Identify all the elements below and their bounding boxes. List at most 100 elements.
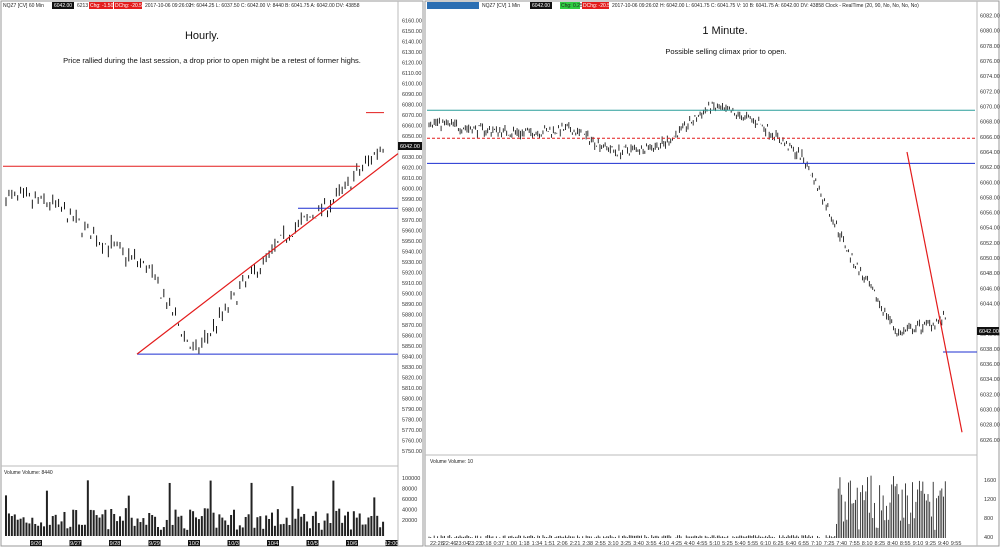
right-volume-bar — [711, 535, 713, 538]
left-y-tick-label: 5890.00 — [402, 302, 422, 308]
right-volume-bar — [735, 536, 737, 538]
right-volume-bar — [779, 535, 780, 538]
right-x-tick-label: 0:37 — [494, 541, 505, 547]
right-x-tick-label: 5:55 — [748, 541, 759, 547]
left-volume-bar — [139, 522, 142, 536]
right-volume-bar — [525, 537, 527, 538]
left-header-vol-box: 6213 — [77, 3, 88, 9]
left-volume-bar — [113, 513, 116, 536]
right-volume-bar — [798, 536, 799, 538]
left-price-bars — [5, 146, 384, 354]
right-volume-bar — [710, 537, 711, 538]
right-volume-bar — [635, 535, 637, 538]
right-volume-bar — [565, 535, 566, 538]
right-volume-bar — [544, 536, 546, 538]
left-x-tick-label: 10/4 — [268, 541, 279, 547]
right-volume-bar — [770, 536, 772, 538]
right-volume-bar — [530, 535, 532, 538]
right-volume-bar — [865, 491, 867, 538]
right-volume-bar — [558, 536, 559, 538]
left-last-price-box — [398, 142, 422, 150]
left-volume-bar — [121, 520, 124, 536]
right-x-tick-label: 7:55 — [849, 541, 860, 547]
right-volume-bar — [563, 536, 565, 538]
right-volume-bar — [894, 486, 896, 538]
right-volume-bar — [554, 537, 556, 538]
right-volume-bar — [912, 482, 913, 538]
right-volume-bar — [476, 535, 478, 538]
left-volume-bar — [177, 516, 180, 536]
right-volume-bar — [663, 535, 665, 538]
left-y-tick-label: 5980.00 — [402, 207, 422, 213]
right-volume-bar — [654, 535, 656, 538]
left-volume-bar — [130, 517, 133, 536]
left-volume-bar — [183, 528, 186, 536]
left-y-tick-label: 6130.00 — [402, 50, 422, 56]
right-volume-bar — [811, 535, 813, 538]
left-y-tick-label: 5880.00 — [402, 312, 422, 318]
right-volume-bar — [454, 537, 456, 538]
right-volume-bar — [879, 485, 881, 538]
right-volume-bar — [701, 536, 703, 538]
right-volume-bar — [697, 536, 699, 538]
left-volume-bar — [279, 524, 282, 536]
right-volume-bar — [708, 537, 710, 538]
left-volume-bar — [203, 508, 206, 536]
right-volume-bar — [665, 535, 666, 538]
right-volume-bar — [763, 537, 765, 538]
right-volume-bar — [495, 536, 497, 538]
right-header-last: 6042.00 — [532, 3, 550, 9]
right-volume-bar — [699, 535, 701, 538]
left-volume-bar — [22, 517, 25, 536]
left-volume-bar — [262, 528, 265, 536]
right-header-date: 2017-10-06 09:26:02 — [612, 3, 659, 9]
left-volume-bar — [159, 529, 162, 536]
right-volume-bar — [618, 535, 620, 538]
right-volume-bar — [599, 536, 601, 538]
right-price-bars — [428, 101, 946, 337]
right-volume-bar — [944, 481, 946, 538]
right-volume-bar — [920, 490, 922, 538]
right-x-tick-label: 4:55 — [697, 541, 708, 547]
right-volume-bar — [896, 483, 898, 538]
right-volume-bar — [528, 535, 530, 538]
right-x-tick-label: 8:55 — [900, 541, 911, 547]
right-volume-bar — [787, 535, 789, 538]
right-volume-bar — [918, 480, 920, 538]
right-volume-bar — [457, 536, 459, 538]
right-volume-bar — [611, 536, 613, 538]
left-time-axis: 9/26 9/27 9/28 9/29 10/2 10/3 10/4 10/5 10/6 12:0… — [30, 540, 398, 547]
right-volume-bar — [687, 536, 689, 538]
right-volume-bar — [656, 535, 658, 538]
right-volume-bar — [623, 535, 625, 538]
left-y-tick-label: 5840.00 — [402, 354, 422, 360]
right-volume-bar — [451, 537, 452, 538]
right-x-tick-label: 7:25 — [824, 541, 835, 547]
right-volume-bar — [647, 537, 649, 538]
right-volume-bar — [468, 536, 470, 538]
left-volume-bar — [276, 509, 279, 536]
right-volume-bar — [754, 535, 756, 538]
right-volume-bar — [808, 535, 810, 538]
right-volume-bar — [837, 488, 839, 538]
right-volume-bar — [461, 536, 463, 538]
left-volume-bar — [311, 515, 314, 536]
left-volume-bar — [347, 511, 349, 536]
right-volume-bar — [910, 512, 912, 538]
left-x-label-box — [30, 540, 42, 546]
right-y-tick-label: 6060.00 — [980, 180, 1000, 186]
left-volume-bars — [5, 480, 385, 536]
left-volume-bar — [142, 518, 145, 536]
right-x-tick-label: 23:23 — [468, 541, 482, 547]
left-y-tick-label: 5920.00 — [402, 270, 422, 276]
right-volume-bar — [706, 536, 708, 538]
left-volume-bar — [98, 517, 101, 536]
left-y-tick-label: 6050.00 — [402, 134, 422, 140]
right-volume-bar — [886, 505, 887, 538]
right-volume-bar — [430, 537, 432, 538]
right-volume-bar — [913, 518, 915, 538]
left-volume-bar — [19, 518, 22, 536]
left-chart-subtitle: Price rallied during the last session, a… — [63, 56, 361, 65]
right-x-tick-label: 8:25 — [875, 541, 886, 547]
right-volume-bar — [485, 535, 487, 538]
